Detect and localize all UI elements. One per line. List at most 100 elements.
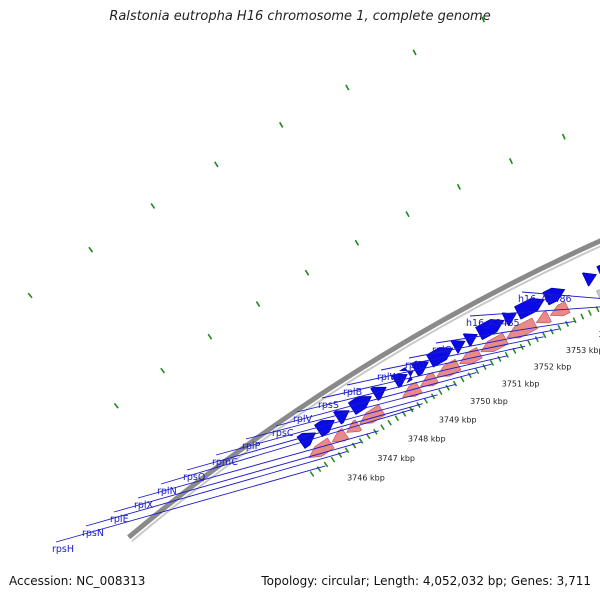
reverse-gene-block — [436, 358, 462, 377]
gene-leader-line — [160, 408, 414, 485]
reverse-gene-block — [506, 317, 538, 339]
inner-ring-dot — [580, 313, 585, 320]
inner-ring-dot — [542, 332, 547, 339]
gene-label-rpsc[interactable]: rpsC — [272, 428, 294, 439]
gene-label-rpsh[interactable]: rpsH — [52, 544, 74, 555]
inner-ring-dot — [380, 424, 385, 431]
inner-ring-dot — [387, 419, 392, 426]
inner-ring-dot — [497, 355, 502, 362]
gene-label-rpsn[interactable]: rpsN — [82, 528, 104, 539]
gene-leader-line — [408, 328, 560, 359]
reverse-gene-track — [308, 301, 571, 459]
outer-ring-dot — [27, 292, 33, 299]
forward-gene-block — [347, 396, 372, 415]
kbp-tick-label: 3748 kbp — [408, 434, 446, 443]
gene-leader-line — [435, 320, 575, 344]
gene-label-rpld[interactable]: rplD — [405, 360, 425, 371]
backbone-group — [127, 238, 600, 542]
reverse-gene-block — [549, 301, 571, 317]
kbp-tick-label: 3753 kbp — [566, 346, 600, 355]
inner-ring-dot — [423, 397, 428, 404]
inner-ring-dot — [316, 466, 322, 473]
gene-leader-line — [469, 306, 600, 317]
kbp-tick-label: 3746 kbp — [347, 474, 385, 483]
gene-label-rplx[interactable]: rplX — [134, 500, 154, 511]
gene-leader-line — [275, 372, 477, 427]
kbp-tick-label: 3750 kbp — [470, 397, 508, 406]
outer-ring-dot — [160, 367, 166, 374]
gene-label-h16_a3486[interactable]: h16_A3486 — [518, 294, 572, 305]
gene-leader-line — [186, 403, 423, 471]
inner-ring-dot — [504, 351, 509, 358]
gene-label-rpss[interactable]: rpsS — [318, 400, 339, 411]
kbp-tick-label: 3751 kbp — [502, 380, 540, 389]
forward-gene-block — [514, 297, 545, 320]
outer-ring-dot — [412, 49, 417, 56]
gene-leader-line — [346, 345, 526, 386]
inner-tick-ring — [309, 306, 600, 477]
gene-leader-line — [85, 451, 347, 527]
map-title: Ralstonia eutropha H16 chromosome 1, com… — [109, 9, 491, 24]
inner-ring-dot — [587, 309, 592, 316]
gene-leader-line — [113, 441, 362, 513]
reverse-gene-block — [308, 437, 335, 459]
inner-ring-dot — [365, 433, 371, 440]
gene-leader-line — [137, 430, 379, 499]
inner-ring-dot — [394, 415, 400, 422]
inner-ring-dot — [474, 368, 480, 375]
forward-gene-block — [581, 272, 597, 287]
inner-ring-dot — [534, 336, 539, 343]
inner-ring-dot — [565, 320, 570, 327]
inner-ring-dot — [527, 340, 532, 347]
gene-label-rpmc[interactable]: rpmC — [212, 457, 238, 468]
gene-leader-line — [215, 394, 438, 456]
outer-ring-dot — [405, 211, 410, 218]
forward-gene-track — [296, 264, 600, 449]
genome-summary: Topology: circular; Length: 4,052,032 bp… — [261, 574, 591, 588]
forward-gene-block — [333, 410, 350, 425]
forward-gene-block — [596, 264, 600, 275]
gene-label-rplc[interactable]: rplC — [432, 345, 452, 356]
tick-labels: 3746 kbp 3747 kbp 3748 kbp 3749 kbp 3750 kbp… — [347, 330, 600, 483]
inner-ring-dot — [344, 447, 350, 454]
inner-ring-dot — [467, 372, 472, 379]
outer-ring-dot — [207, 333, 213, 340]
inner-ring-dot — [337, 451, 343, 458]
inner-ring-dot — [460, 376, 465, 383]
inner-ring-dot — [549, 328, 554, 335]
gene-leader-line — [245, 383, 456, 440]
gene-label-rple[interactable]: rplE — [110, 514, 129, 525]
gene-label-rplw[interactable]: rplW — [377, 372, 400, 383]
kbp-tick-label: 3749 kbp — [439, 416, 477, 425]
gene-label-rplv[interactable]: rplV — [293, 414, 313, 425]
outer-ring-dot — [561, 133, 566, 140]
chromosome-backbone-inner — [131, 245, 600, 542]
forward-gene-block — [475, 319, 505, 341]
gene-label-h16_a3485[interactable]: h16_A3485 — [466, 318, 520, 329]
forward-gene-block — [426, 347, 454, 368]
kbp-tick-label: 3754 kbp — [598, 330, 600, 339]
inner-ring-dot — [482, 363, 487, 370]
dotted-rings — [27, 16, 566, 409]
inner-ring-dot — [438, 389, 443, 396]
outer-ring-dot — [345, 84, 350, 91]
inner-ring-dot — [330, 456, 336, 463]
outer-ring-dot — [304, 269, 310, 276]
gene-leader-line — [521, 291, 600, 299]
inner-ring-dot — [445, 384, 450, 391]
gene-label-rpsq[interactable]: rpsQ — [183, 472, 205, 483]
inner-ring-dot — [557, 324, 562, 331]
outer-ring-dot — [508, 158, 514, 165]
gene-label-rplb[interactable]: rplB — [343, 387, 362, 398]
chromosome-backbone — [127, 238, 600, 540]
pseudo-gene-block — [596, 289, 600, 300]
accession-label: Accession: NC_008313 — [9, 574, 146, 588]
reverse-gene-block — [535, 310, 552, 324]
outer-ring-dot — [481, 16, 486, 23]
inner-ring-dot — [572, 317, 577, 324]
gene-label-rpln[interactable]: rplN — [157, 486, 177, 497]
gene-label-rplp[interactable]: rplP — [242, 441, 261, 452]
